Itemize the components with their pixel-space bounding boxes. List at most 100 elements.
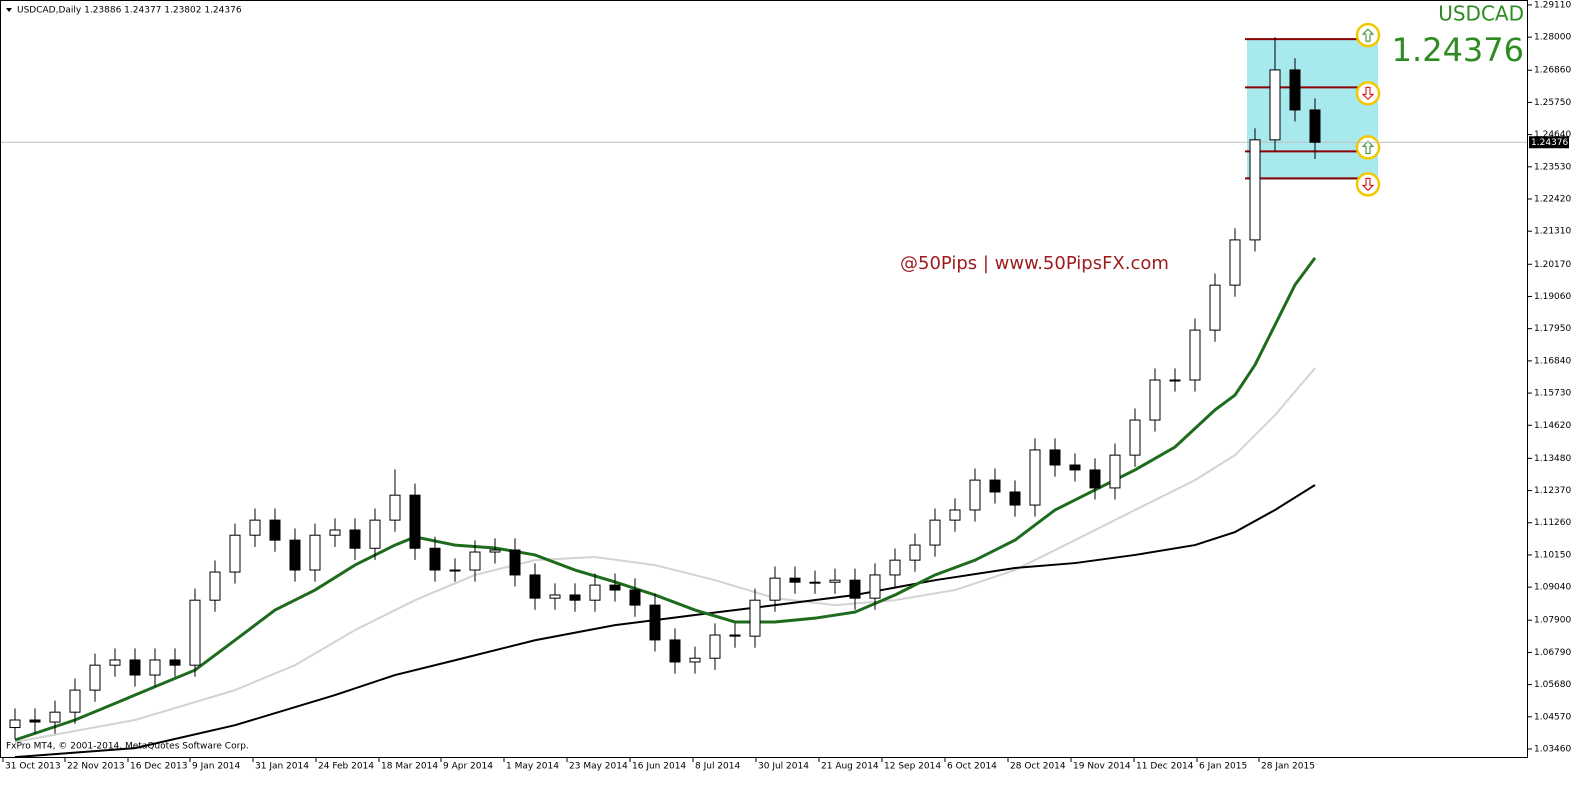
y-tick-label: 1.29110: [1534, 0, 1571, 10]
candle-body: [9, 719, 21, 729]
candle-body: [369, 519, 381, 549]
x-tick-label: 22 Nov 2013: [67, 762, 125, 772]
y-tick-label: 1.23530: [1534, 162, 1571, 172]
candle-body: [929, 519, 941, 546]
y-tick-label: 1.12370: [1534, 486, 1571, 496]
candle-body: [749, 599, 761, 637]
candle-body: [609, 584, 621, 591]
candle-body: [469, 551, 481, 571]
candle-body: [1149, 379, 1161, 421]
level-arrow: [1361, 177, 1375, 192]
price-marker-label: 1.24376: [1531, 138, 1568, 148]
y-tick-label: 1.25750: [1534, 98, 1571, 108]
x-tick-label: 12 Sep 2014: [884, 762, 941, 772]
candle-body: [909, 544, 921, 561]
x-tick-label: 16 Jun 2014: [632, 762, 686, 772]
candle-body: [629, 589, 641, 606]
watermark: @50Pips | www.50PipsFX.com: [900, 253, 1169, 274]
candle-body: [129, 659, 141, 676]
x-tick-label: 1 May 2014: [506, 762, 559, 772]
x-tick-label: 6 Jan 2015: [1199, 762, 1247, 772]
candle-body: [509, 549, 521, 576]
candle-body: [1309, 109, 1321, 143]
y-tick-label: 1.06790: [1534, 648, 1571, 658]
y-tick-label: 1.05680: [1534, 680, 1571, 690]
y-tick-label: 1.04570: [1534, 712, 1571, 722]
candle-body: [1189, 329, 1201, 381]
candle-body: [429, 547, 441, 571]
candle-body: [449, 569, 461, 572]
moving-average: [14, 367, 1316, 744]
candle-body: [109, 659, 121, 666]
x-tick-label: 18 Mar 2014: [381, 762, 438, 772]
candle-body: [209, 571, 221, 601]
copyright: FxPro MT4, © 2001-2014, MetaQuotes Softw…: [6, 742, 249, 752]
candle-body: [309, 534, 321, 571]
candle-body: [1289, 69, 1301, 111]
y-tick-label: 1.16840: [1534, 356, 1571, 366]
candle-body: [1229, 239, 1241, 286]
candle-body: [949, 509, 961, 521]
level-arrow: [1361, 86, 1375, 101]
plot-area: [0, 22, 1528, 759]
y-tick-label: 1.22420: [1534, 195, 1571, 205]
candle-body: [589, 584, 601, 601]
x-tick-label: 8 Jul 2014: [695, 762, 740, 772]
y-tick-label: 1.13480: [1534, 454, 1571, 464]
y-tick-label: 1.19060: [1534, 292, 1571, 302]
candle-body: [489, 549, 501, 553]
y-tick-label: 1.09040: [1534, 583, 1571, 593]
x-tick-label: 11 Dec 2014: [1136, 762, 1194, 772]
candle-body: [1249, 139, 1261, 241]
y-tick-label: 1.20170: [1534, 260, 1571, 270]
y-tick-label: 1.28000: [1534, 33, 1571, 43]
level-arrow: [1361, 28, 1375, 42]
price-marker: [1529, 136, 1569, 149]
y-tick-label: 1.03460: [1534, 745, 1571, 755]
candle-body: [229, 534, 241, 573]
candle-body: [769, 577, 781, 601]
candle-body: [409, 494, 421, 549]
candle-body: [189, 599, 201, 666]
candle-body: [269, 519, 281, 541]
x-tick-label: 6 Oct 2014: [947, 762, 997, 772]
x-tick-label: 24 Feb 2014: [318, 762, 374, 772]
y-tick-label: 1.17950: [1534, 324, 1571, 334]
candle-body: [1089, 469, 1101, 489]
candle-body: [1049, 449, 1061, 466]
candle-body: [689, 657, 701, 663]
x-tick-label: 21 Aug 2014: [821, 762, 879, 772]
candle-body: [1129, 419, 1141, 456]
x-tick-label: 31 Jan 2014: [255, 762, 309, 772]
candle-body: [249, 519, 261, 536]
candle-body: [829, 579, 841, 583]
candle-body: [649, 604, 661, 641]
y-tick-label: 1.11260: [1534, 518, 1571, 528]
header: USDCAD,Daily 1.23886 1.24377 1.23802 1.2…: [17, 6, 242, 16]
x-tick-label: 28 Oct 2014: [1010, 762, 1066, 772]
candle-body: [569, 594, 581, 601]
candle-body: [89, 664, 101, 691]
candle-body: [809, 581, 821, 584]
frame: [0, 0, 1528, 758]
candle-body: [1009, 491, 1021, 506]
candle-body: [989, 479, 1001, 493]
candle-body: [49, 711, 61, 723]
x-tick-label: 31 Oct 2013: [5, 762, 61, 772]
candle-body: [1029, 449, 1041, 506]
y-tick-label: 1.14620: [1534, 421, 1571, 431]
candle-body: [1169, 379, 1181, 382]
candle-body: [1069, 464, 1081, 471]
candle-body: [329, 529, 341, 536]
candle-body: [29, 719, 41, 723]
price: 1.24376: [1392, 31, 1524, 69]
candle-body: [149, 659, 161, 676]
candle-body: [709, 634, 721, 659]
x-tick-label: 19 Nov 2014: [1073, 762, 1131, 772]
candle-body: [349, 529, 361, 549]
y-tick-label: 1.21310: [1534, 227, 1571, 237]
y-tick-label: 1.24640: [1534, 130, 1571, 140]
x-tick-label: 30 Jul 2014: [758, 762, 809, 772]
